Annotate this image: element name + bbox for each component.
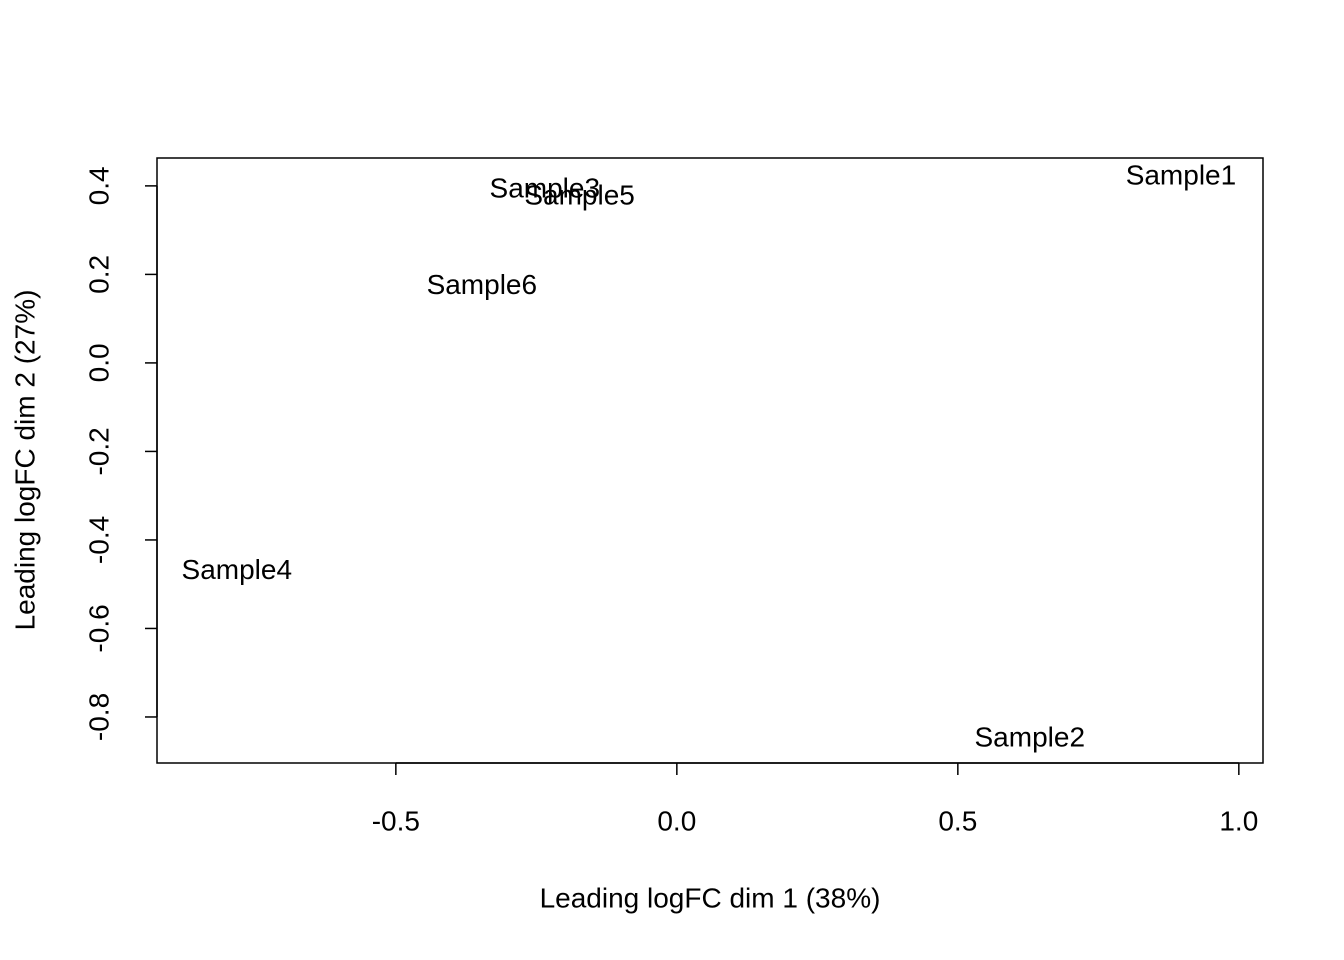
point-label: Sample1: [1126, 159, 1237, 190]
point-label: Sample2: [975, 721, 1086, 752]
y-tick-label: 0.4: [83, 166, 114, 205]
x-tick-label: -0.5: [372, 805, 420, 836]
y-tick-label: -0.6: [83, 604, 114, 652]
x-tick-label: 0.0: [657, 805, 696, 836]
point-label: Sample3: [490, 172, 601, 203]
y-tick-label: -0.2: [83, 427, 114, 475]
y-tick-label: 0.2: [83, 255, 114, 294]
point-label: Sample5: [524, 179, 635, 210]
point-label: Sample6: [427, 269, 538, 300]
plot-frame: [156, 157, 1264, 764]
y-tick-label: 0.0: [83, 343, 114, 382]
x-tick-label: 1.0: [1219, 805, 1258, 836]
point-label: Sample4: [182, 554, 293, 585]
x-axis-label: Leading logFC dim 1 (38%): [540, 882, 881, 913]
y-tick-label: -0.8: [83, 693, 114, 741]
x-tick-label: 0.5: [938, 805, 977, 836]
y-axis-label: Leading logFC dim 2 (27%): [9, 290, 40, 631]
y-tick-label: -0.4: [83, 516, 114, 564]
